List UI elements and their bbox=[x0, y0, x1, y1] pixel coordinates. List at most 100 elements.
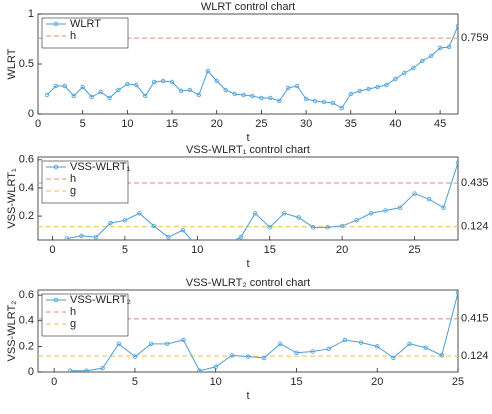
x-axis-label: t bbox=[246, 258, 249, 270]
data-point bbox=[310, 225, 316, 230]
legend-label: h bbox=[70, 173, 76, 185]
data-point bbox=[98, 89, 103, 95]
chart-title: WLRT control chart bbox=[201, 1, 295, 13]
x-tick-label: 40 bbox=[389, 118, 401, 130]
legend-box bbox=[41, 17, 129, 49]
x-tick-label: 5 bbox=[122, 244, 128, 256]
data-point bbox=[358, 340, 364, 345]
series-line bbox=[66, 162, 458, 240]
y-tick-label: 0 bbox=[28, 366, 34, 378]
data-point bbox=[53, 83, 59, 89]
x-tick-label: 25 bbox=[255, 118, 267, 130]
x-tick-label: 0 bbox=[49, 244, 55, 256]
data-point bbox=[310, 349, 315, 354]
data-point bbox=[412, 191, 417, 196]
data-point bbox=[455, 160, 458, 165]
data-point bbox=[294, 83, 300, 89]
legend-label: h bbox=[70, 306, 76, 318]
data-point bbox=[321, 99, 327, 105]
y-axis-label: WLRT bbox=[6, 48, 18, 79]
data-point bbox=[261, 355, 267, 361]
data-point bbox=[241, 92, 246, 98]
x-tick-label: 0 bbox=[35, 118, 41, 130]
data-point bbox=[79, 233, 84, 238]
data-point bbox=[375, 344, 380, 349]
legend-label: VSS-WLRT₂ bbox=[70, 294, 131, 306]
data-point bbox=[232, 91, 237, 97]
data-point bbox=[116, 87, 121, 93]
x-tick-label: 15 bbox=[290, 376, 302, 388]
x-axis-label: t bbox=[246, 390, 249, 402]
data-point bbox=[277, 98, 282, 104]
data-point bbox=[64, 236, 70, 240]
data-point bbox=[375, 84, 380, 90]
y-tick-label: 1 bbox=[28, 8, 34, 20]
y-axis-label: VSS-WLRT₂ bbox=[6, 301, 18, 362]
data-point bbox=[366, 86, 371, 92]
data-point bbox=[420, 58, 425, 64]
chart-title: VSS-WLRT₂ control chart bbox=[186, 277, 311, 289]
subplot: VSS-WLRT₂ control chart t VSS-WLRT₂ 0 5 10 15 2… bbox=[6, 277, 489, 402]
series-line bbox=[70, 292, 458, 372]
data-point bbox=[267, 225, 272, 230]
y-tick-label: 0.6 bbox=[19, 289, 34, 301]
data-point bbox=[169, 79, 175, 85]
plot-content bbox=[38, 290, 458, 372]
x-tick-label: 0 bbox=[51, 376, 57, 388]
data-point bbox=[383, 208, 388, 213]
data-point bbox=[259, 95, 264, 101]
x-tick-label: 45 bbox=[434, 118, 446, 130]
data-point bbox=[238, 234, 243, 240]
data-point bbox=[137, 211, 142, 216]
data-point bbox=[122, 218, 128, 223]
data-point bbox=[80, 84, 85, 90]
data-point bbox=[125, 81, 130, 87]
x-tick-label: 30 bbox=[300, 118, 312, 130]
data-point bbox=[294, 350, 299, 355]
data-point bbox=[132, 354, 138, 359]
data-point bbox=[143, 93, 148, 99]
data-point bbox=[326, 346, 331, 352]
data-point bbox=[205, 68, 210, 74]
data-point bbox=[93, 234, 99, 240]
data-point bbox=[426, 197, 432, 202]
data-point bbox=[108, 220, 113, 226]
data-point bbox=[250, 93, 255, 99]
legend-label: WLRT bbox=[70, 18, 101, 30]
data-point bbox=[151, 79, 157, 85]
data-point bbox=[134, 82, 139, 88]
threshold-label: 0.435 bbox=[461, 177, 489, 189]
threshold-label: 0.415 bbox=[461, 313, 489, 325]
x-tick-label: 5 bbox=[80, 118, 86, 130]
x-tick-label: 10 bbox=[191, 244, 203, 256]
data-point bbox=[428, 53, 434, 59]
data-point bbox=[348, 91, 353, 97]
data-point bbox=[339, 223, 345, 229]
data-point bbox=[178, 88, 184, 94]
y-tick-label: 0.2 bbox=[19, 210, 34, 222]
data-point bbox=[214, 78, 219, 84]
data-point bbox=[160, 78, 166, 84]
data-point bbox=[407, 341, 412, 347]
y-tick-label: 0.5 bbox=[19, 58, 34, 70]
data-point bbox=[100, 365, 105, 371]
plot-content bbox=[38, 23, 458, 111]
y-tick-label: 0.4 bbox=[19, 182, 34, 194]
x-tick-label: 15 bbox=[166, 118, 178, 130]
data-point bbox=[357, 88, 362, 94]
x-axis-label: t bbox=[246, 132, 249, 144]
x-tick-label: 20 bbox=[371, 376, 383, 388]
x-tick-label: 25 bbox=[452, 376, 464, 388]
data-point bbox=[446, 44, 452, 50]
data-point bbox=[384, 82, 389, 88]
threshold-label: 0.124 bbox=[461, 350, 489, 362]
data-point bbox=[62, 83, 68, 89]
data-point bbox=[278, 341, 283, 347]
data-point bbox=[296, 215, 301, 220]
legend-marker bbox=[53, 297, 59, 303]
data-point bbox=[286, 85, 291, 91]
data-point bbox=[44, 92, 50, 98]
data-point bbox=[71, 93, 76, 99]
data-point bbox=[224, 242, 228, 246]
